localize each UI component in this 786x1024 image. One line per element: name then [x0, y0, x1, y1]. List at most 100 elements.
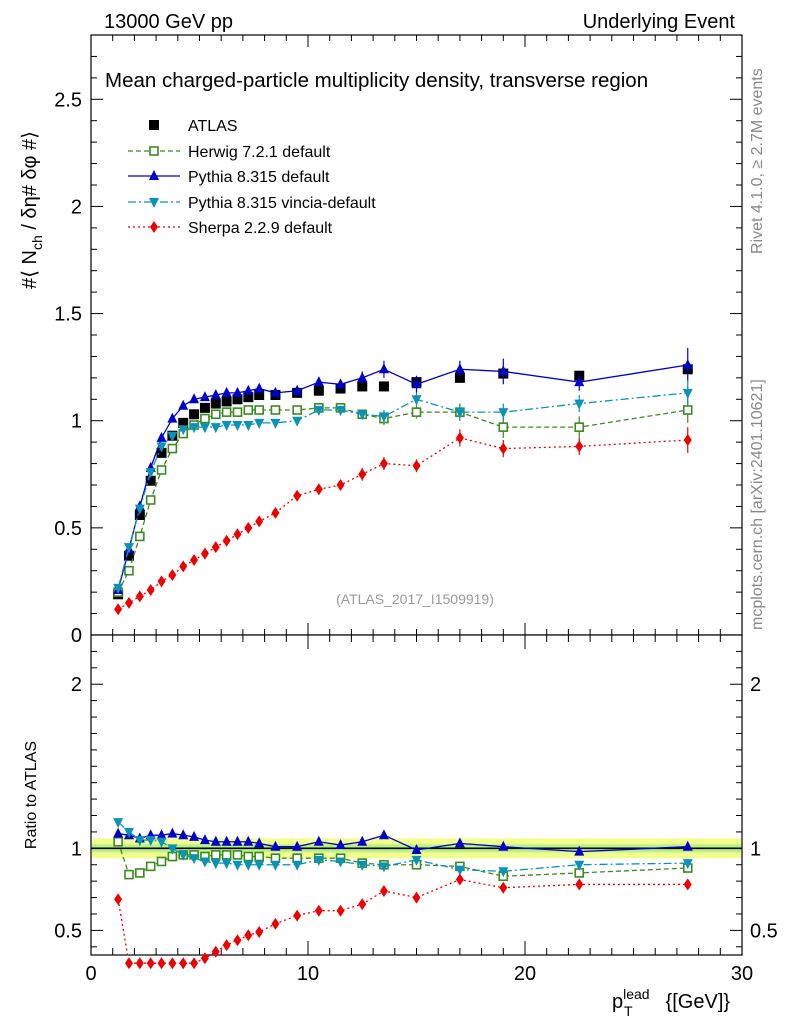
xlabel-suffix: {[GeV]}: [660, 991, 730, 1013]
ratio-ytick-label-left: 1: [71, 838, 82, 860]
main-point-sherpa: [683, 434, 692, 446]
ratio-point-sherpa: [336, 904, 345, 917]
main-point-sherpa: [157, 575, 166, 588]
ratio-point-vincia: [243, 860, 254, 871]
main-point-atlas: [156, 447, 167, 458]
main-ylabel: #⟨ Nch / δη# δφ #⟩: [19, 131, 45, 289]
header-left: 13000 GeV pp: [104, 11, 233, 33]
main-point-herwig: [200, 413, 210, 424]
ratio-point-vincia: [498, 867, 509, 878]
ratio-point-sherpa: [293, 909, 302, 922]
main-ytick-label: 0: [71, 625, 82, 647]
main-point-herwig: [498, 422, 509, 432]
main-point-pythia: [378, 363, 389, 374]
ratio-point-vincia: [123, 827, 134, 838]
main-point-atlas: [210, 398, 221, 409]
main-ytick-label: 1: [71, 411, 82, 433]
ratio-point-vincia: [682, 859, 693, 870]
main-point-pythia: [210, 389, 221, 399]
main-point-sherpa: [222, 534, 231, 547]
ratio-point-pythia: [498, 840, 509, 851]
legend-symbol-herwig: [149, 146, 159, 156]
ratio-point-sherpa: [211, 945, 220, 958]
header-right: Underlying Event: [583, 11, 736, 33]
main-point-vincia: [378, 412, 389, 423]
legend: ATLAS Herwig 7.2.1 default Pythia 8.315 …: [128, 118, 376, 237]
ratio-point-pythia: [454, 837, 465, 848]
ratio-point-sherpa: [455, 873, 464, 886]
main-series-sherpa: [114, 427, 692, 616]
main-ytick-labels: 0 0.5 1 1.5 2 2.5: [54, 89, 82, 647]
main-point-vincia: [134, 504, 145, 515]
ratio-point-sherpa: [255, 926, 264, 939]
main-point-pythia: [498, 365, 509, 376]
main-point-pythia: [411, 378, 422, 389]
ratio-point-pythia: [232, 835, 243, 846]
legend-marker-atlas: [149, 120, 159, 130]
main-point-herwig: [411, 407, 422, 417]
legend-marker-herwig: [128, 146, 180, 156]
main-point-pythia: [313, 376, 324, 387]
xtick-label: 0: [85, 963, 96, 985]
main-point-sherpa: [244, 521, 253, 534]
legend-symbol-sherpa: [150, 221, 158, 233]
main-point-sherpa: [379, 457, 388, 470]
ratio-point-pythia: [313, 835, 324, 846]
main-point-pythia: [221, 386, 232, 397]
ratio-point-sherpa: [146, 957, 155, 970]
ratio-point-sherpa: [190, 957, 199, 970]
ratio-point-sherpa: [124, 957, 133, 970]
legend-label-vincia: Pythia 8.315 vincia-default: [188, 195, 376, 212]
rivet-label: Rivet 4.1.0, ≥ 2.7M events: [749, 68, 766, 254]
main-point-sherpa: [412, 459, 421, 472]
ratio-point-sherpa: [683, 878, 692, 891]
ratio-point-pythia: [357, 835, 368, 846]
main-ylabel-sub: ch: [29, 235, 45, 250]
main-point-atlas: [199, 402, 210, 413]
main-point-sherpa: [499, 442, 508, 455]
legend-symbol-pythia: [149, 170, 159, 180]
ratio-point-pythia: [270, 840, 281, 851]
chart-title: Mean charged-particle multiplicity densi…: [105, 69, 648, 92]
ratio-point-vincia: [357, 860, 368, 871]
xtick-label: 20: [514, 963, 536, 985]
ratio-ylabel: Ratio to ATLAS: [23, 741, 40, 849]
ratio-point-sherpa: [271, 917, 280, 930]
main-point-vincia: [156, 442, 167, 453]
ratio-point-herwig: [124, 869, 134, 880]
main-point-herwig: [167, 443, 178, 454]
main-point-vincia: [411, 395, 422, 406]
ratio-point-pythia: [199, 834, 210, 845]
main-point-vincia: [210, 423, 221, 434]
main-point-atlas: [378, 381, 389, 392]
ratio-point-herwig: [232, 850, 243, 860]
main-point-vincia: [498, 408, 509, 419]
ratio-point-sherpa: [314, 904, 323, 917]
xtick-label: 30: [731, 963, 753, 985]
main-point-pythia: [682, 359, 693, 369]
ratio-point-pythia: [411, 843, 422, 854]
main-point-pythia: [243, 384, 254, 395]
ratio-point-sherpa: [135, 957, 144, 970]
main-point-herwig: [135, 531, 145, 542]
ratio-point-pythia: [221, 835, 232, 846]
main-point-herwig: [221, 407, 232, 417]
main-point-herwig: [682, 405, 693, 415]
main-ytick-label: 0.5: [54, 518, 82, 540]
main-axis-ticks: [90, 34, 743, 636]
main-point-atlas: [189, 409, 200, 420]
main-point-vincia: [270, 418, 281, 429]
main-point-sherpa: [455, 431, 464, 444]
main-point-vincia: [292, 416, 303, 427]
main-point-sherpa: [135, 590, 144, 603]
ratio-panel-frame: [90, 634, 743, 956]
ratio-point-sherpa: [157, 957, 166, 970]
main-point-vincia: [313, 406, 324, 416]
ratio-point-pythia: [254, 837, 265, 848]
main-point-atlas: [145, 475, 156, 486]
ratio-ytick-label-left: 0.5: [54, 920, 82, 942]
main-point-vincia: [145, 468, 156, 479]
main-point-pythia: [254, 382, 265, 393]
main-point-herwig: [243, 405, 254, 415]
